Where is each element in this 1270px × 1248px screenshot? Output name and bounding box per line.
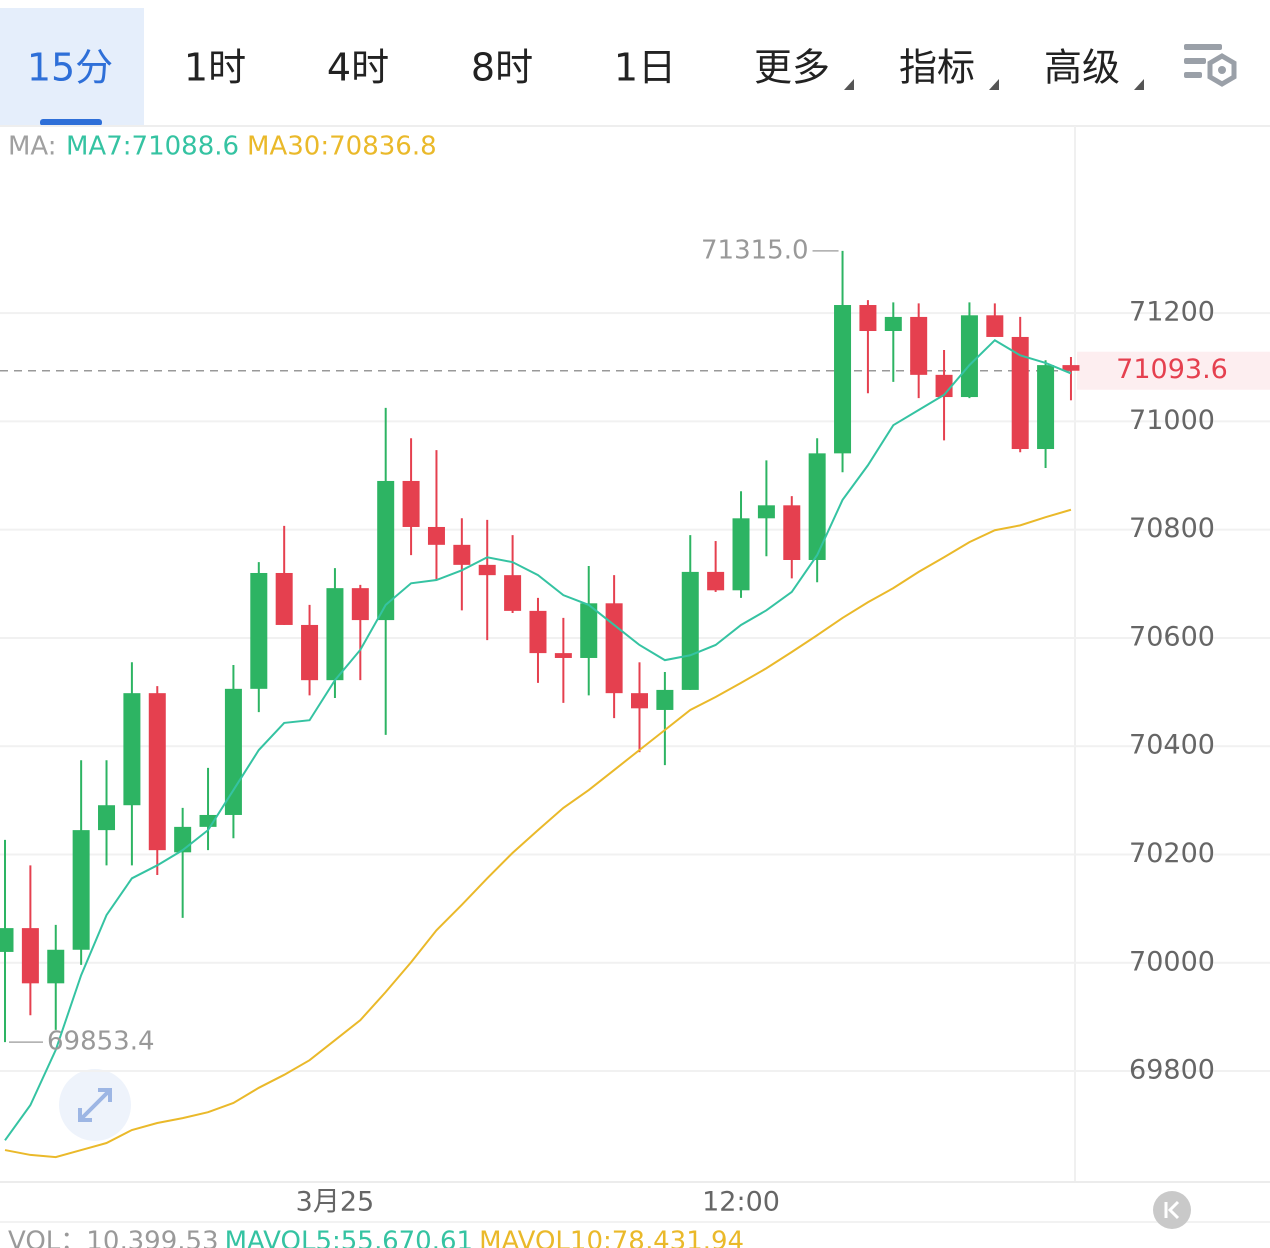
candle-body [275,572,293,625]
candle-body [732,518,750,591]
y-tick-label: 71000 [1129,405,1215,436]
candle-body [808,453,826,560]
candle-body [47,949,65,984]
candle-body [301,624,319,681]
candle-body [529,610,547,654]
tab[interactable]: 高级 [1044,46,1120,90]
dropdown-caret [989,79,999,90]
candle-body [72,830,90,950]
candle-body [884,316,902,332]
tab[interactable]: 指标 [899,46,975,90]
candle-body [148,693,166,851]
tab[interactable]: 更多 [754,46,830,90]
tab[interactable]: 8时 [471,46,533,90]
candle-body [199,814,217,827]
ma-legend: MA30:70836.8 [247,132,437,162]
candle-body [123,693,141,806]
expand-button[interactable] [59,1069,131,1141]
candle-body [427,526,445,545]
last-price-label: 71093.6 [1116,354,1228,385]
candle-body [910,316,928,375]
settings-icon[interactable] [1184,44,1237,87]
reset-button[interactable] [1153,1191,1191,1229]
selected-tab-indicator [40,119,102,126]
candle-body [681,571,699,690]
y-tick-label: 70800 [1129,513,1215,544]
candle-body [935,374,953,398]
x-tick-label: 12:00 [702,1187,780,1218]
candle-body [224,688,242,815]
ma-line [4,508,1072,1159]
candle-body [986,315,1004,337]
candle-body [631,693,648,709]
tab[interactable]: 1时 [184,46,246,90]
candle-body [326,588,344,681]
candle-body [960,315,978,398]
candle-body [1011,336,1029,450]
candle-body [478,564,496,576]
candle-body [0,928,14,952]
candle-body [402,480,420,527]
y-tick-label: 69800 [1129,1055,1215,1086]
annotation-label: 71315.0 [701,235,809,265]
candle-body [656,689,674,710]
tab[interactable]: 1日 [614,46,676,90]
candle-body [1062,365,1080,371]
volume-legend: MAVOL10:78,431.94 [479,1227,744,1248]
selected-tab-bg [0,8,144,126]
volume-legend: MAVOL5:55,670.61 [225,1227,473,1248]
y-tick-label: 70200 [1129,838,1215,869]
candle-body [580,603,598,658]
candle-body [757,505,775,519]
last-price-bg [1077,351,1270,390]
ma-line [4,338,1072,1141]
candle-body [98,805,116,831]
candle-body [174,826,192,853]
ma-prefix: MA: [8,132,57,162]
candle-body [377,480,395,621]
y-tick-label: 70600 [1129,621,1215,652]
candle-body [554,653,572,658]
candle-body [453,544,471,565]
y-tick-label: 70400 [1129,730,1215,761]
tab[interactable]: 4时 [327,46,389,90]
candle-body [605,603,623,694]
candle-body [859,305,877,332]
candle-body [351,588,369,621]
candle-body [783,505,801,560]
candle-body [21,928,39,984]
tab[interactable]: 15分 [27,46,113,90]
y-tick-label: 71200 [1129,297,1215,328]
volume-legend: VOL：10,399.53 [8,1227,219,1248]
y-tick-label: 70000 [1129,946,1215,977]
candle-body [1037,365,1055,450]
candle-body [834,305,852,454]
dropdown-caret [844,79,854,90]
annotation-label: 69853.4 [47,1027,155,1057]
candle-body [504,575,522,611]
candle-body [707,571,725,591]
candle-body [250,572,268,689]
x-tick-label: 3月25 [296,1187,375,1218]
ma-legend: MA7:71088.6 [66,132,239,162]
dropdown-caret [1134,79,1144,90]
